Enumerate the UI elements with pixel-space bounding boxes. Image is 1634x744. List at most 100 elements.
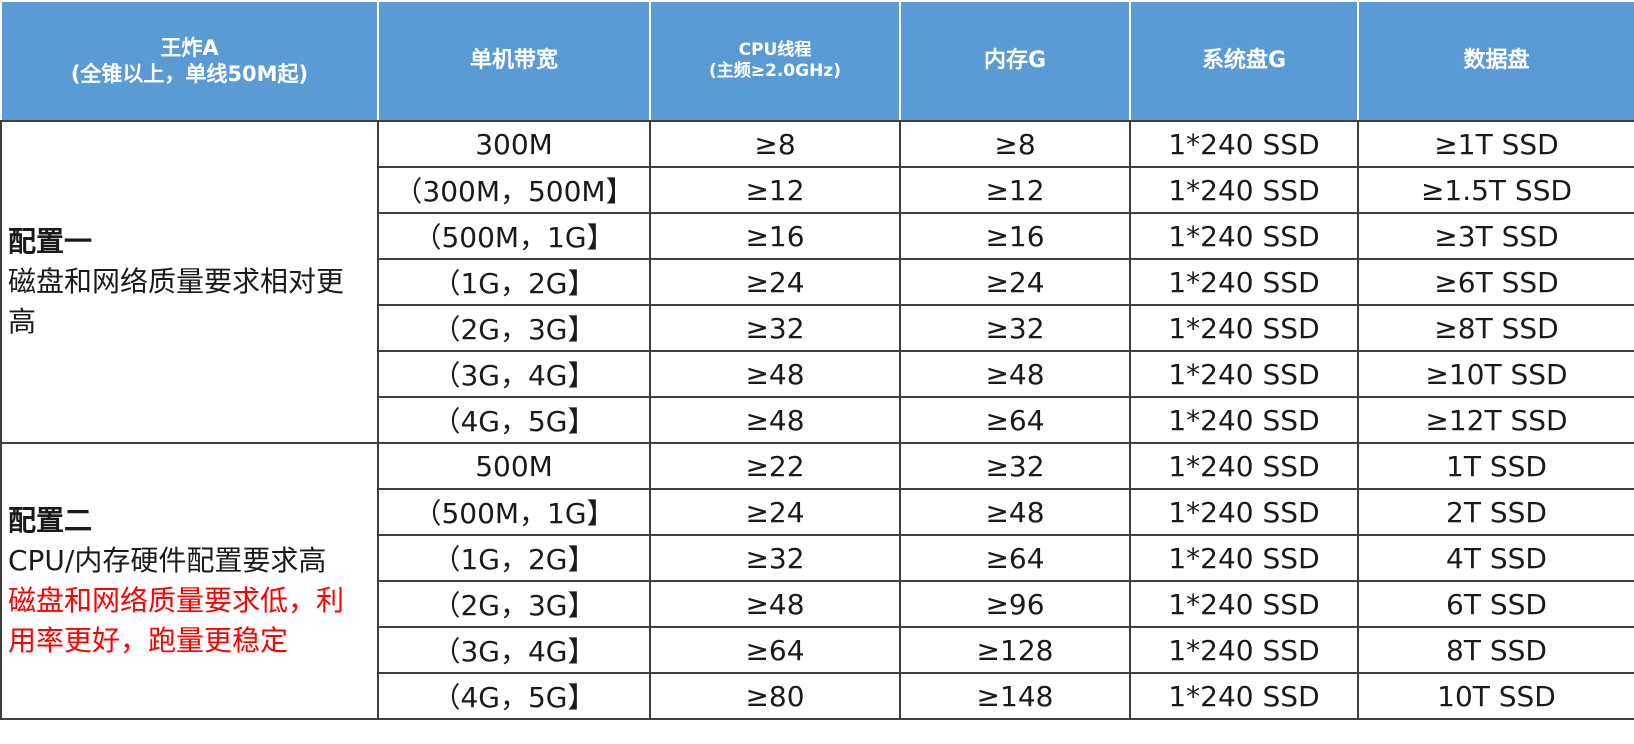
cell-data-disk: ≥6T SSD xyxy=(1357,258,1634,306)
table-row: （4G，5G】 ≥48 ≥64 1*240 SSD ≥12T SSD xyxy=(1,396,1634,444)
table-row: 配置一 磁盘和网络质量要求相对更高 300M ≥8 ≥8 1*240 SSD ≥… xyxy=(0,120,1634,444)
cell-system-disk: 1*240 SSD xyxy=(1129,304,1359,352)
cell-cpu: ≥64 xyxy=(649,626,901,674)
cell-system-disk: 1*240 SSD xyxy=(1129,396,1359,444)
cell-system-disk: 1*240 SSD xyxy=(1129,534,1359,582)
cell-memory: ≥48 xyxy=(899,350,1131,398)
cell-cpu: ≥80 xyxy=(649,672,901,720)
cell-bandwidth: （4G，5G】 xyxy=(377,396,651,444)
cell-system-disk: 1*240 SSD xyxy=(1129,212,1359,260)
cell-memory: ≥32 xyxy=(899,304,1131,352)
header-data-disk: 数据盘 xyxy=(1357,0,1634,122)
cell-cpu: ≥32 xyxy=(649,534,901,582)
cell-memory: ≥128 xyxy=(899,626,1131,674)
config2-desc: CPU/内存硬件配置要求高 xyxy=(8,544,327,577)
cell-cpu: ≥32 xyxy=(649,304,901,352)
config1-title: 配置一 xyxy=(8,225,93,258)
cell-memory: ≥48 xyxy=(899,488,1131,536)
cell-bandwidth: （1G，2G】 xyxy=(377,258,651,306)
cell-cpu: ≥8 xyxy=(649,120,901,168)
cell-data-disk: ≥8T SSD xyxy=(1357,304,1634,352)
cell-cpu: ≥48 xyxy=(649,396,901,444)
cell-system-disk: 1*240 SSD xyxy=(1129,442,1359,490)
header-cpu-label: CPU线程 xyxy=(738,39,812,60)
cell-data-disk: 4T SSD xyxy=(1357,534,1634,582)
header-memory-label: 内存G xyxy=(983,48,1047,74)
config2-cell: 配置二 CPU/内存硬件配置要求高 磁盘和网络质量要求低，利用率更好，跑量更稳定 xyxy=(0,442,379,720)
table-row: （1G，2G】 ≥24 ≥24 1*240 SSD ≥6T SSD xyxy=(1,258,1634,306)
header-row: 王炸A (全锥以上，单线50M起) 单机带宽 CPU线程 (主频≥2.0GHz)… xyxy=(0,0,1634,122)
table-row: （3G，4G】 ≥64 ≥128 1*240 SSD 8T SSD xyxy=(1,626,1634,674)
cell-bandwidth: （3G，4G】 xyxy=(377,626,651,674)
header-config-subtitle: (全锥以上，单线50M起) xyxy=(70,62,309,86)
cell-cpu: ≥48 xyxy=(649,580,901,628)
cell-data-disk: 6T SSD xyxy=(1357,580,1634,628)
cell-cpu: ≥22 xyxy=(649,442,901,490)
cell-data-disk: ≥10T SSD xyxy=(1357,350,1634,398)
cell-memory: ≥24 xyxy=(899,258,1131,306)
cell-data-disk: 2T SSD xyxy=(1357,488,1634,536)
cell-bandwidth: （4G，5G】 xyxy=(377,672,651,720)
table-row: （500M，1G】 ≥16 ≥16 1*240 SSD ≥3T SSD xyxy=(1,212,1634,260)
table-row: （300M，500M】 ≥12 ≥12 1*240 SSD ≥1.5T SSD xyxy=(1,166,1634,214)
cell-bandwidth: （2G，3G】 xyxy=(377,580,651,628)
cell-bandwidth: （2G，3G】 xyxy=(377,304,651,352)
cell-system-disk: 1*240 SSD xyxy=(1129,580,1359,628)
table-row: （1G，2G】 ≥32 ≥64 1*240 SSD 4T SSD xyxy=(1,534,1634,582)
header-memory: 内存G xyxy=(899,0,1131,122)
header-bandwidth-label: 单机带宽 xyxy=(469,48,558,74)
cell-cpu: ≥48 xyxy=(649,350,901,398)
cell-system-disk: 1*240 SSD xyxy=(1129,488,1359,536)
header-config: 王炸A (全锥以上，单线50M起) xyxy=(0,0,379,122)
cell-cpu: ≥16 xyxy=(649,212,901,260)
cell-memory: ≥8 xyxy=(899,120,1131,168)
cell-data-disk: ≥3T SSD xyxy=(1357,212,1634,260)
cell-data-disk: 8T SSD xyxy=(1357,626,1634,674)
cell-data-disk: 1T SSD xyxy=(1357,442,1634,490)
cell-bandwidth: （500M，1G】 xyxy=(377,488,651,536)
table-row: （2G，3G】 ≥48 ≥96 1*240 SSD 6T SSD xyxy=(1,580,1634,628)
table-row: （4G，5G】 ≥80 ≥148 1*240 SSD 10T SSD xyxy=(1,672,1634,720)
cell-cpu: ≥24 xyxy=(649,488,901,536)
table-row: （2G，3G】 ≥32 ≥32 1*240 SSD ≥8T SSD xyxy=(1,304,1634,352)
cell-bandwidth: 300M xyxy=(377,120,651,168)
cell-memory: ≥96 xyxy=(899,580,1131,628)
header-data-disk-label: 数据盘 xyxy=(1463,48,1530,74)
cell-bandwidth: （1G，2G】 xyxy=(377,534,651,582)
cell-system-disk: 1*240 SSD xyxy=(1129,258,1359,306)
cell-bandwidth: （3G，4G】 xyxy=(377,350,651,398)
cell-memory: ≥32 xyxy=(899,442,1131,490)
cell-bandwidth: 500M xyxy=(377,442,651,490)
table-row: （3G，4G】 ≥48 ≥48 1*240 SSD ≥10T SSD xyxy=(1,350,1634,398)
cell-memory: ≥148 xyxy=(899,672,1131,720)
cell-memory: ≥64 xyxy=(899,534,1131,582)
header-cpu-sub: (主频≥2.0GHz) xyxy=(709,61,841,81)
cell-cpu: ≥12 xyxy=(649,166,901,214)
config1-desc: 磁盘和网络质量要求相对更高 xyxy=(8,265,345,338)
cell-bandwidth: （500M，1G】 xyxy=(377,212,651,260)
header-config-title: 王炸A xyxy=(160,35,219,60)
cell-data-disk: ≥12T SSD xyxy=(1357,396,1634,444)
cell-bandwidth: （300M，500M】 xyxy=(377,166,651,214)
cell-data-disk: ≥1T SSD xyxy=(1357,120,1634,168)
cell-system-disk: 1*240 SSD xyxy=(1129,626,1359,674)
table-row: 配置二 CPU/内存硬件配置要求高 磁盘和网络质量要求低，利用率更好，跑量更稳定… xyxy=(0,442,1634,720)
cell-data-disk: 10T SSD xyxy=(1357,672,1634,720)
config2-title: 配置二 xyxy=(8,504,93,537)
cell-data-disk: ≥1.5T SSD xyxy=(1357,166,1634,214)
config1-cell: 配置一 磁盘和网络质量要求相对更高 xyxy=(0,120,379,444)
table-row: （500M，1G】 ≥24 ≥48 1*240 SSD 2T SSD xyxy=(1,488,1634,536)
cell-system-disk: 1*240 SSD xyxy=(1129,120,1359,168)
cell-system-disk: 1*240 SSD xyxy=(1129,672,1359,720)
cell-memory: ≥64 xyxy=(899,396,1131,444)
cell-system-disk: 1*240 SSD xyxy=(1129,350,1359,398)
header-bandwidth: 单机带宽 xyxy=(377,0,651,122)
header-system-disk-label: 系统盘G xyxy=(1201,48,1287,74)
cell-cpu: ≥24 xyxy=(649,258,901,306)
header-system-disk: 系统盘G xyxy=(1129,0,1359,122)
spec-table: 王炸A (全锥以上，单线50M起) 单机带宽 CPU线程 (主频≥2.0GHz)… xyxy=(0,0,1634,720)
config2-note: 磁盘和网络质量要求低，利用率更好，跑量更稳定 xyxy=(8,584,345,657)
cell-memory: ≥16 xyxy=(899,212,1131,260)
cell-memory: ≥12 xyxy=(899,166,1131,214)
header-cpu: CPU线程 (主频≥2.0GHz) xyxy=(649,0,901,122)
